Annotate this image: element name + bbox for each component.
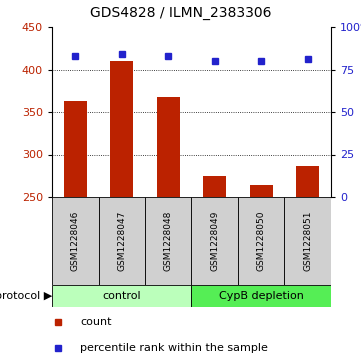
Bar	[145, 197, 191, 285]
Bar	[203, 176, 226, 197]
Bar	[249, 185, 273, 197]
Bar	[191, 285, 331, 307]
Text: GSM1228049: GSM1228049	[210, 211, 219, 271]
Bar	[296, 166, 319, 197]
Text: GSM1228047: GSM1228047	[117, 211, 126, 271]
Text: control: control	[103, 291, 141, 301]
Text: GSM1228046: GSM1228046	[71, 211, 80, 271]
Bar	[52, 285, 191, 307]
Bar	[284, 197, 331, 285]
Bar	[52, 197, 99, 285]
Bar	[110, 61, 133, 197]
Text: GSM1228051: GSM1228051	[303, 211, 312, 271]
Text: percentile rank within the sample: percentile rank within the sample	[80, 343, 268, 353]
Text: count: count	[80, 317, 112, 327]
Text: GSM1228050: GSM1228050	[257, 211, 266, 271]
Bar	[157, 97, 180, 197]
Bar	[191, 197, 238, 285]
Bar	[64, 101, 87, 197]
Text: protocol ▶: protocol ▶	[0, 291, 52, 301]
Text: GDS4828 / ILMN_2383306: GDS4828 / ILMN_2383306	[90, 7, 271, 20]
Text: GSM1228048: GSM1228048	[164, 211, 173, 271]
Bar	[238, 197, 284, 285]
Bar	[99, 197, 145, 285]
Text: CypB depletion: CypB depletion	[219, 291, 304, 301]
